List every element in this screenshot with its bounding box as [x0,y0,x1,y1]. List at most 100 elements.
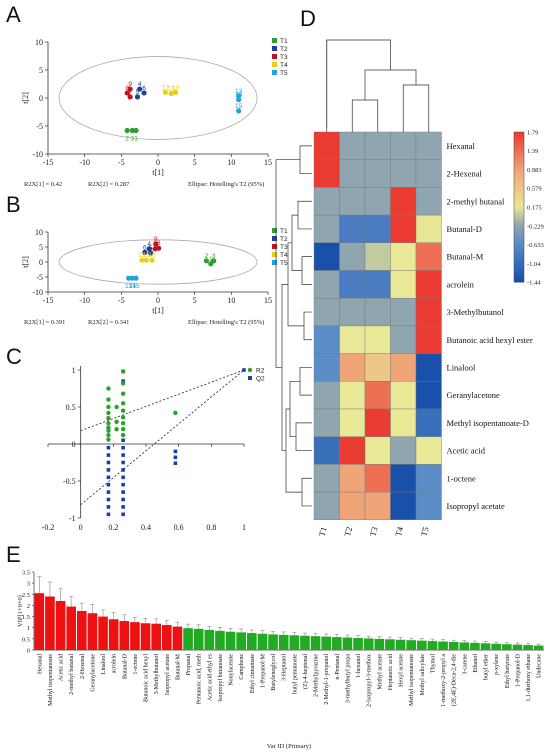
vip-category-label: 3-carene [462,654,468,675]
row-dendrogram-branch [301,477,312,507]
heatmap-cell [313,242,340,271]
color-scale-segment [514,177,524,180]
r2-point [120,381,126,386]
heatmap-cell [313,214,340,244]
q2-point [106,445,111,450]
score-point [173,89,179,95]
q2-point [121,445,125,450]
color-scale-segment [514,244,524,248]
score-point-label: 8 [157,240,161,247]
q2-point [106,468,111,472]
score-point [148,250,154,256]
score-point-label: 10 [172,84,180,91]
r2-point [106,404,111,410]
y-tick-label: 0 [39,258,43,267]
score-point [126,275,132,281]
score-point-label: 7 [128,89,132,96]
color-scale-segment [514,189,524,193]
score-point [236,97,242,103]
color-scale-segment [514,164,524,168]
legend-label: T5 [280,70,288,77]
r2-point [114,404,119,410]
legend-label: T2 [280,46,288,53]
color-scale-segment [514,137,524,140]
vip-category-label: Hexyl acetate [399,654,405,687]
heatmap-cell [390,159,417,188]
heatmap-cell [339,381,366,410]
y-tick-label: 2.5 [22,592,30,599]
heatmap-cell [313,464,340,493]
legend-swatch [272,46,277,51]
panel-label-c: C [6,344,22,369]
vip-bar [491,643,501,650]
vip-bar [278,634,289,650]
q2-point [121,505,125,509]
y-tick-label: 1 [72,366,76,375]
heatmap-cell [415,187,442,216]
color-scale-segment [514,159,524,163]
color-scale-segment [514,169,524,173]
heatmap-cell [339,353,366,382]
heatmap-cell [390,325,417,354]
color-scale-segment [514,247,524,250]
score-point-label: 2 [125,135,129,142]
vip-bar [162,625,172,650]
q2-point [121,468,125,472]
vip-bar [300,635,310,650]
color-scale-segment [514,254,524,258]
vip-bar [45,596,55,650]
color-scale-segment [514,154,524,158]
heatmap-cell [415,325,442,354]
heatmap-cell [415,131,442,160]
heatmap-cell [339,408,366,437]
vip-bar [385,639,395,650]
heatmap-cell [364,381,391,410]
score-point-label: 1 [209,256,213,263]
heatmap-cell [364,187,391,216]
color-scale-label: 0.983 [527,167,542,174]
heatmap-cell [364,159,391,188]
heatmap-row-label: Butanoic acid hexyl ester [447,335,533,345]
heatmap-cell [390,214,417,244]
y-tick-label: 10 [35,38,43,47]
score-point-label: 4 [147,241,151,248]
panel-label-b: B [6,192,21,217]
legend-swatch [272,228,277,233]
color-scale-segment [514,202,524,205]
vip-category-label: Camphene [239,654,245,680]
row-dendrogram-branch [299,367,312,396]
color-scale-segment [514,264,524,268]
color-scale-segment [514,192,524,195]
q2-point [106,497,111,502]
color-scale-segment [514,242,524,245]
panel-label-d: D [300,6,316,31]
heatmap-cell [313,436,340,465]
score-point-label: 13 [235,88,243,95]
heatmap-cell [339,298,366,327]
vip-bar [374,638,385,650]
vip-category-label: 3-Methylbutanol [154,654,160,695]
r2-point [106,421,111,426]
heatmap-cell [390,270,417,299]
color-scale-segment [514,214,524,218]
legend-swatch [272,252,277,257]
row-dendrogram-branch [297,200,312,230]
vip-bar [321,636,331,650]
color-scale-segment [514,267,524,270]
heatmap-cell [364,325,391,354]
row-dendrogram-branch [289,380,300,438]
legend-swatch [272,236,277,241]
vip-category-label: Methyl isopentanoate [409,654,415,706]
r2-point [120,408,126,413]
vip-category-label: Acetic acid ethyl es [207,653,213,701]
vip-bar [395,639,406,650]
vip-bar [332,637,342,650]
vip-category-label: Heptanoic acid [388,654,394,690]
color-scale-border [513,131,525,283]
r2-point [106,437,111,442]
color-scale-segment [514,132,524,135]
r2-point [106,386,111,391]
y-tick-label: -5 [36,122,43,131]
vip-category-label: 1-methoxy-2-propyl a [441,654,447,707]
